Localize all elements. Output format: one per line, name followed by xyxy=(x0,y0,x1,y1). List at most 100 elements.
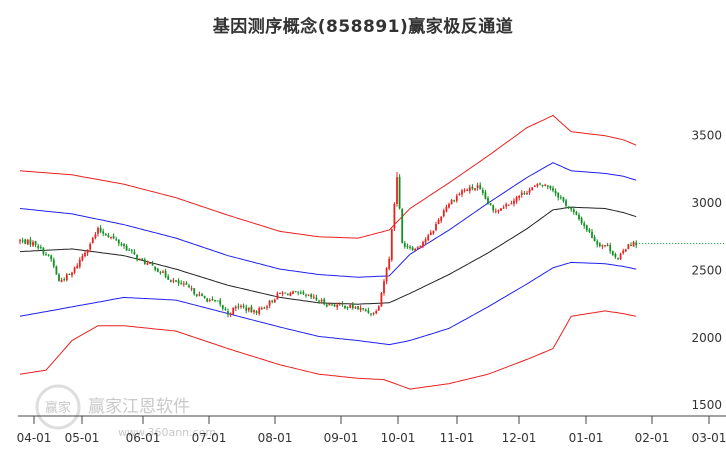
candle-body xyxy=(312,296,315,298)
candle-body xyxy=(310,294,313,298)
candle-body xyxy=(393,203,396,229)
candle-body xyxy=(120,243,123,246)
candle-body xyxy=(237,306,240,308)
candle-body xyxy=(271,300,274,302)
candle-body xyxy=(461,190,463,195)
candle-body xyxy=(221,305,224,309)
candle-body xyxy=(141,258,144,260)
candle-body xyxy=(570,208,573,210)
candle-body xyxy=(624,249,627,252)
candle-body xyxy=(123,244,125,246)
candle-body xyxy=(500,208,502,211)
candle-body xyxy=(505,203,508,207)
candle-body xyxy=(388,258,391,269)
candle-body xyxy=(385,268,388,282)
candle-body xyxy=(60,279,63,282)
candle-body xyxy=(468,187,471,192)
candle-body xyxy=(172,280,175,282)
candle-body xyxy=(34,241,37,245)
candle-body xyxy=(398,176,401,209)
candle-body xyxy=(167,276,170,280)
candle-body xyxy=(487,198,489,204)
candle-body xyxy=(216,300,219,302)
candle-body xyxy=(104,234,107,236)
candle-body xyxy=(510,203,513,205)
candle-body xyxy=(492,205,495,211)
candle-body xyxy=(429,232,432,236)
candle-body xyxy=(164,271,167,277)
candles-layer xyxy=(19,172,638,318)
candle-body xyxy=(346,307,349,309)
candle-body xyxy=(333,304,336,307)
candle-body xyxy=(411,247,414,251)
candle-body xyxy=(315,297,318,300)
candle-body xyxy=(442,210,445,216)
candle-body xyxy=(84,252,86,257)
candle-body xyxy=(234,306,237,309)
candle-body xyxy=(97,228,99,234)
candle-body xyxy=(37,245,40,248)
candle-body xyxy=(552,188,554,191)
candle-body xyxy=(138,258,141,260)
candle-body xyxy=(362,308,365,310)
candle-body xyxy=(409,246,411,248)
candle-body xyxy=(24,239,27,244)
candle-body xyxy=(614,253,617,258)
candle-body xyxy=(107,235,110,238)
candle-body xyxy=(125,245,128,251)
candle-body xyxy=(364,309,367,312)
watermark: 赢家 赢家江恩软件 www.360ann.com xyxy=(35,384,216,439)
candle-body xyxy=(630,244,632,246)
candle-body xyxy=(567,206,570,208)
middle-line xyxy=(19,206,637,305)
candle-body xyxy=(229,313,232,315)
candle-body xyxy=(598,243,601,247)
candle-body xyxy=(617,257,619,259)
x-tick-label: 04-01 xyxy=(17,431,52,445)
candle-body xyxy=(528,189,531,193)
candle-body xyxy=(214,300,216,302)
candle-body xyxy=(424,239,427,243)
candle-body xyxy=(583,223,586,226)
candle-body xyxy=(154,266,157,270)
candle-body xyxy=(494,210,497,212)
y-ticks-layer: 1500 2000 2500 3000 3500 xyxy=(691,129,722,412)
lower-inner-band-line xyxy=(19,261,637,346)
candle-body xyxy=(42,247,45,254)
candle-body xyxy=(445,206,448,212)
x-tick-label: 08-01 xyxy=(258,431,293,445)
candle-body xyxy=(401,208,404,243)
candle-body xyxy=(458,193,461,196)
candle-body xyxy=(351,304,354,309)
candle-body xyxy=(146,263,149,265)
y-tick-label: 1500 xyxy=(691,398,722,412)
candle-body xyxy=(193,288,196,295)
watermark-brand: 赢家江恩软件 xyxy=(88,397,190,417)
candle-body xyxy=(73,267,76,273)
candle-body xyxy=(299,292,302,294)
candle-body xyxy=(65,274,68,281)
candle-body xyxy=(21,240,24,242)
candle-body xyxy=(307,294,310,296)
candle-body xyxy=(554,190,557,194)
candle-body xyxy=(523,193,526,195)
watermark-seal: 赢家 xyxy=(45,400,71,416)
candle-body xyxy=(349,305,352,308)
candle-body xyxy=(255,311,258,314)
candle-body xyxy=(110,236,112,238)
candle-body xyxy=(593,236,596,242)
candle-body xyxy=(578,214,580,219)
candle-body xyxy=(292,291,294,294)
y-tick-label: 3500 xyxy=(691,129,722,143)
candle-body xyxy=(450,200,453,205)
candle-body xyxy=(263,307,266,309)
candle-body xyxy=(76,265,79,269)
candle-body xyxy=(497,210,500,212)
candle-body xyxy=(476,185,479,188)
candle-body xyxy=(195,294,198,296)
candle-body xyxy=(289,293,292,297)
candle-body xyxy=(396,177,398,204)
candle-body xyxy=(622,250,625,254)
x-tick-label: 12-01 xyxy=(502,431,537,445)
